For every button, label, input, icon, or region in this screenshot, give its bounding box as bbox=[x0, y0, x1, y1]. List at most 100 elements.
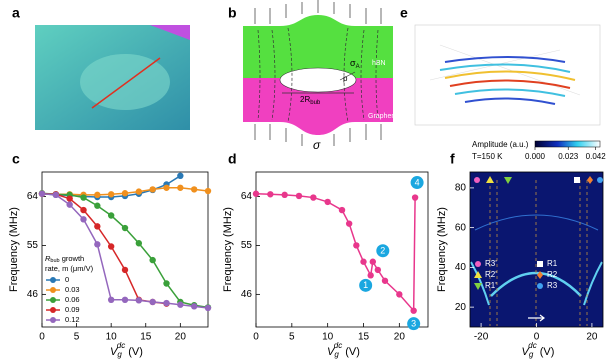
panel-a-image bbox=[35, 25, 190, 130]
y-axis-label: Frequency (MHz) bbox=[222, 207, 234, 292]
y-axis-label: Frequency (MHz) bbox=[8, 207, 20, 292]
data-point bbox=[135, 240, 143, 247]
data-point bbox=[107, 296, 115, 304]
y-tick-label: 64 bbox=[27, 191, 39, 202]
marker bbox=[537, 271, 543, 279]
legend-label: R2' bbox=[485, 270, 497, 279]
marker bbox=[474, 271, 482, 278]
x-tick-label: 15 bbox=[140, 332, 152, 343]
panel-label: b bbox=[228, 5, 237, 21]
marker bbox=[587, 176, 593, 184]
marker bbox=[597, 177, 603, 183]
label: g bbox=[529, 350, 534, 359]
marker bbox=[474, 283, 482, 290]
x-tick-label: 10 bbox=[322, 332, 334, 343]
y-tick-label: 55 bbox=[241, 240, 253, 251]
legend-marker bbox=[50, 317, 56, 323]
annotation: 2 bbox=[380, 246, 385, 256]
heatmap-features bbox=[470, 180, 603, 326]
data-point bbox=[310, 194, 317, 201]
label: 2Rbub bbox=[300, 95, 321, 105]
label: dc bbox=[528, 341, 536, 350]
x-tick-label: 20 bbox=[586, 332, 598, 343]
y-tick-label: 60 bbox=[455, 222, 467, 233]
x-tick-label: 0 bbox=[39, 332, 45, 343]
legend-label: R1' bbox=[485, 281, 497, 290]
y-tick-label: 64 bbox=[241, 191, 253, 202]
label: p bbox=[343, 74, 348, 83]
data-point bbox=[204, 304, 212, 312]
data-point bbox=[410, 307, 417, 314]
label: dc bbox=[334, 341, 342, 350]
data-point bbox=[94, 191, 101, 199]
data-point bbox=[135, 297, 143, 304]
panel-label: d bbox=[228, 151, 237, 167]
y-tick-label: 80 bbox=[455, 183, 467, 194]
label: (V) bbox=[540, 346, 555, 358]
label: A bbox=[356, 64, 360, 70]
panel-e-image bbox=[414, 24, 601, 126]
label: bub bbox=[310, 100, 321, 106]
legend-marker bbox=[50, 287, 56, 293]
data-point bbox=[94, 223, 101, 230]
annotation: 3 bbox=[411, 319, 416, 329]
data-point bbox=[353, 242, 360, 249]
data-point bbox=[360, 258, 367, 265]
y-tick-label: 20 bbox=[455, 302, 467, 313]
x-tick-label: -20 bbox=[474, 332, 489, 343]
colorbar bbox=[534, 140, 601, 148]
annotation-badge bbox=[359, 278, 373, 292]
data-point bbox=[94, 202, 101, 209]
panel-label: f bbox=[450, 151, 455, 167]
data-point bbox=[177, 301, 184, 308]
data-point bbox=[163, 184, 170, 191]
legend-title: rate, m (μm/V) bbox=[45, 264, 94, 273]
panel-label: a bbox=[12, 5, 20, 21]
data-point bbox=[66, 201, 73, 208]
data-point bbox=[281, 191, 288, 199]
data-point bbox=[135, 188, 143, 195]
data-point bbox=[338, 206, 346, 214]
label: 2R bbox=[300, 95, 310, 104]
series-line bbox=[255, 193, 416, 313]
data-point bbox=[121, 266, 129, 274]
data-point bbox=[177, 184, 184, 191]
legend-label: 0 bbox=[65, 275, 69, 284]
y-tick-label: 40 bbox=[455, 262, 467, 273]
data-point bbox=[94, 241, 101, 248]
legend-label: R3' bbox=[485, 259, 497, 268]
heatmap-background bbox=[470, 172, 603, 327]
label: dc bbox=[117, 341, 125, 350]
legend-label: R2 bbox=[547, 270, 558, 279]
x-axis-label: Vgdc (V) bbox=[522, 341, 555, 359]
x-axis-label: Vgdc(V) bbox=[327, 341, 360, 359]
legend-marker bbox=[50, 307, 56, 313]
x-axis-label: Vgdc(V) bbox=[110, 341, 143, 359]
annotation: T=150 K bbox=[472, 152, 503, 161]
marker bbox=[475, 261, 481, 267]
data-point bbox=[396, 291, 403, 298]
data-point bbox=[80, 194, 87, 201]
data-point bbox=[190, 303, 198, 310]
data-point bbox=[295, 192, 303, 200]
colorbar-title: Amplitude (a.u.) bbox=[472, 140, 529, 149]
y-axis-label: Frequency (MHz) bbox=[436, 207, 448, 292]
data-point bbox=[190, 186, 198, 193]
data-point bbox=[252, 190, 260, 197]
panel-b-diagram bbox=[243, 0, 393, 146]
x-tick-label: 10 bbox=[106, 332, 118, 343]
data-point bbox=[121, 190, 129, 197]
data-point bbox=[107, 243, 115, 250]
data-point bbox=[107, 191, 115, 198]
marker bbox=[537, 261, 543, 267]
data-point bbox=[66, 195, 73, 202]
data-point bbox=[80, 206, 87, 214]
label: σ bbox=[313, 138, 321, 152]
label: Graphene bbox=[368, 113, 399, 120]
label: growth bbox=[60, 254, 85, 263]
label: V bbox=[522, 346, 531, 358]
annotation-badge bbox=[410, 176, 424, 190]
data-point bbox=[367, 272, 374, 279]
data-point bbox=[163, 280, 170, 287]
data-point bbox=[80, 216, 87, 223]
